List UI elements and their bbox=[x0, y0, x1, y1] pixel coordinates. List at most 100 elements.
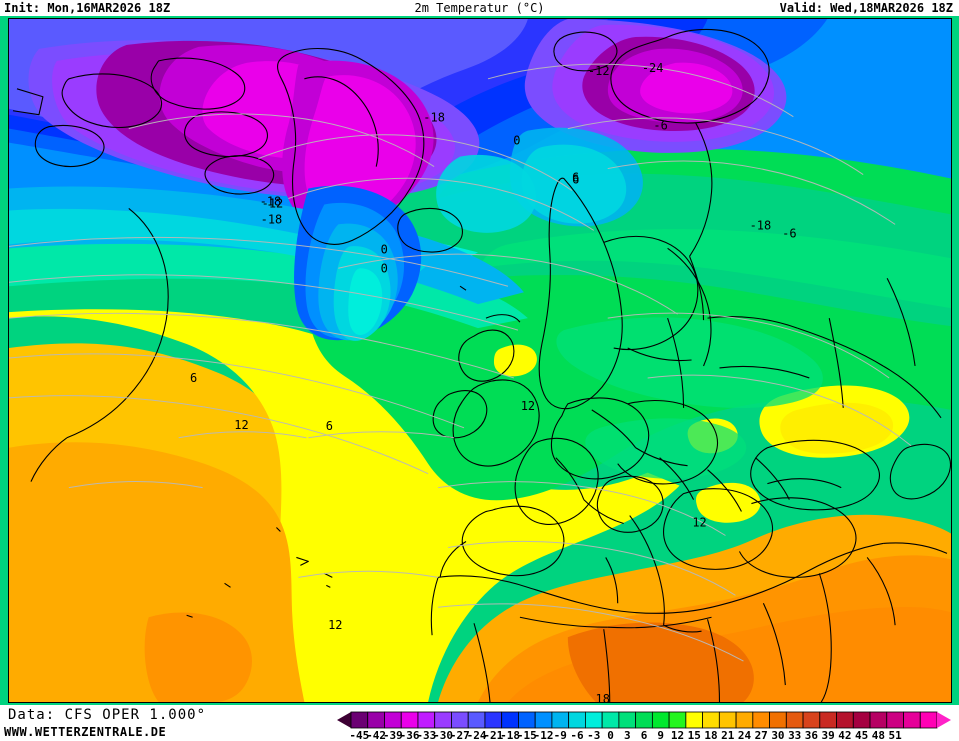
init-time-label: Init: Mon,16MAR2026 18Z bbox=[4, 1, 171, 15]
colorbar-tick-label: -30 bbox=[433, 729, 453, 741]
colorbar-cell[interactable] bbox=[819, 711, 837, 729]
colorbar-tick-label: 21 bbox=[721, 729, 735, 741]
page-title: 2m Temperatur (°C) bbox=[414, 1, 545, 15]
contour-label: 0 bbox=[381, 261, 388, 275]
contour-label: 6 bbox=[190, 371, 197, 385]
colorbar-cell[interactable] bbox=[668, 711, 687, 729]
colorbar-cell[interactable] bbox=[718, 711, 737, 729]
colorbar-tick-label: -18 bbox=[500, 729, 520, 741]
colorbar-tick-label: -27 bbox=[450, 729, 470, 741]
colorbar-tick-label: 24 bbox=[738, 729, 752, 741]
website-label: WWW.WETTERZENTRALE.DE bbox=[4, 725, 167, 739]
colorbar-over-arrow bbox=[937, 712, 951, 728]
contour-label: 12 bbox=[234, 418, 248, 432]
colorbar-tick-label: 39 bbox=[822, 729, 835, 741]
colorbar-cell[interactable] bbox=[869, 711, 888, 729]
colorbar-tick-label: -33 bbox=[416, 729, 436, 741]
colorbar-cell[interactable] bbox=[534, 711, 553, 729]
contour-label-group: -12 -24-18-18-18-12-6-6-18000666612121212… bbox=[190, 61, 797, 702]
colorbar-tick-label: 30 bbox=[771, 729, 784, 741]
colorbar-tick-label: -21 bbox=[483, 729, 503, 741]
contour-label: -18 bbox=[750, 218, 772, 232]
contour-label: 6 bbox=[572, 171, 579, 185]
colorbar-under-arrow bbox=[337, 712, 351, 728]
colorbar-cell[interactable] bbox=[501, 711, 519, 729]
colorbar-cell[interactable] bbox=[702, 711, 720, 729]
colorbar-cell[interactable] bbox=[451, 711, 469, 729]
colorbar-cell[interactable] bbox=[417, 711, 436, 729]
colorbar-cell[interactable] bbox=[852, 711, 871, 729]
contour-label: -18 bbox=[423, 111, 445, 125]
colorbar-tick-label: 33 bbox=[788, 729, 801, 741]
colorbar-cell[interactable] bbox=[685, 711, 703, 729]
colorbar-tick-label: 27 bbox=[755, 729, 768, 741]
colorbar-cell[interactable] bbox=[618, 711, 637, 729]
colorbar-tick-label: -12 bbox=[534, 729, 554, 741]
contour-label: -24 bbox=[642, 61, 664, 75]
colorbar-cell[interactable] bbox=[752, 711, 770, 729]
contour-label: 12 bbox=[692, 516, 706, 530]
colorbar-tick-label: 0 bbox=[607, 729, 614, 741]
colorbar-cell[interactable] bbox=[635, 711, 653, 729]
colorbar-cell[interactable] bbox=[903, 711, 921, 729]
colorbar-cell[interactable] bbox=[735, 711, 754, 729]
colorbar-tick-label: -3 bbox=[587, 729, 600, 741]
colorbar-cell[interactable] bbox=[785, 711, 804, 729]
map-header: Init: Mon,16MAR2026 18Z 2m Temperatur (°… bbox=[0, 0, 959, 16]
colorbar-cell[interactable] bbox=[367, 711, 385, 729]
colorbar-cell[interactable] bbox=[802, 711, 821, 729]
contour-label: 6 bbox=[572, 173, 579, 187]
colorbar-tick-label: 48 bbox=[872, 729, 885, 741]
colorbar-tick-label: -6 bbox=[570, 729, 584, 741]
colorbar-tick-label: 12 bbox=[671, 729, 684, 741]
colorbar-cell[interactable] bbox=[568, 711, 586, 729]
colorbar-cell[interactable] bbox=[919, 711, 938, 729]
contour-label: -6 bbox=[653, 119, 667, 133]
colorbar-cell[interactable] bbox=[434, 711, 452, 729]
colorbar-cell[interactable] bbox=[484, 711, 503, 729]
colorbar-cells bbox=[337, 711, 951, 729]
contour-label: -18 bbox=[261, 212, 283, 226]
colorbar-cell[interactable] bbox=[467, 711, 486, 729]
colorbar-tick-label: 18 bbox=[704, 729, 717, 741]
contour-label: 0 bbox=[513, 134, 520, 148]
temperature-field: -12 -24-18-18-18-12-6-6-18000666612121212… bbox=[9, 19, 951, 702]
colorbar-cell[interactable] bbox=[601, 711, 620, 729]
colorbar-tick-label: 42 bbox=[838, 729, 851, 741]
map-canvas[interactable]: -12 -24 -18 -18 -18 -12 -6 -6 -18 0 0 0 6 6 6 6 12 12 12 12… bbox=[0, 16, 959, 705]
colorbar-cell[interactable] bbox=[350, 711, 369, 729]
contour-label: -18 bbox=[260, 194, 282, 208]
colorbar-tick-label: -15 bbox=[517, 729, 537, 741]
colorbar-cell[interactable] bbox=[886, 711, 904, 729]
contour-label: 12 bbox=[521, 399, 535, 413]
colorbar-cell[interactable] bbox=[769, 711, 787, 729]
colorbar-tick-label: -39 bbox=[383, 729, 403, 741]
colorbar-cell[interactable] bbox=[400, 711, 419, 729]
temperature-colorbar[interactable]: -45 -42 -39 -36 -33 -30 -27 -24 -21 -18 -15 -12 -9 -6… bbox=[337, 711, 951, 741]
colorbar-tick-label: 36 bbox=[805, 729, 819, 741]
colorbar-tick-label: 45 bbox=[855, 729, 868, 741]
colorbar-tick-label: -36 bbox=[400, 729, 420, 741]
contour-label: 0 bbox=[381, 242, 388, 256]
colorbar-cell[interactable] bbox=[651, 711, 670, 729]
colorbar-tick-label: 3 bbox=[624, 729, 631, 741]
valid-time-label: Valid: Wed,18MAR2026 18Z bbox=[779, 1, 953, 15]
colorbar-tick-label: -45 bbox=[349, 729, 369, 741]
colorbar-tick-label: -42 bbox=[366, 729, 386, 741]
colorbar-cell[interactable] bbox=[584, 711, 603, 729]
colorbar-tick-label: -24 bbox=[467, 729, 487, 741]
contour-label: -12 bbox=[262, 196, 284, 210]
colorbar-cell[interactable] bbox=[551, 711, 570, 729]
contour-label: -12 bbox=[588, 64, 610, 78]
colorbar-cell[interactable] bbox=[384, 711, 402, 729]
colorbar-svg: -45-42-39-36-33-30-27-24-21-18-15-12 -9 -6… bbox=[337, 711, 951, 741]
data-source-label: Data: CFS OPER 1.000° bbox=[8, 707, 207, 723]
colorbar-cell[interactable] bbox=[518, 711, 536, 729]
colorbar-cell[interactable] bbox=[836, 711, 854, 729]
colorbar-tick-label: 51 bbox=[889, 729, 903, 741]
contour-label: 18 bbox=[596, 692, 610, 702]
contour-label: 12 bbox=[328, 618, 342, 632]
contour-label: -6 bbox=[782, 226, 796, 240]
map-frame: -12 -24 -18 -18 -18 -12 -6 -6 -18 0 0 0 6 6 6 6 12 12 12 12… bbox=[8, 18, 952, 703]
